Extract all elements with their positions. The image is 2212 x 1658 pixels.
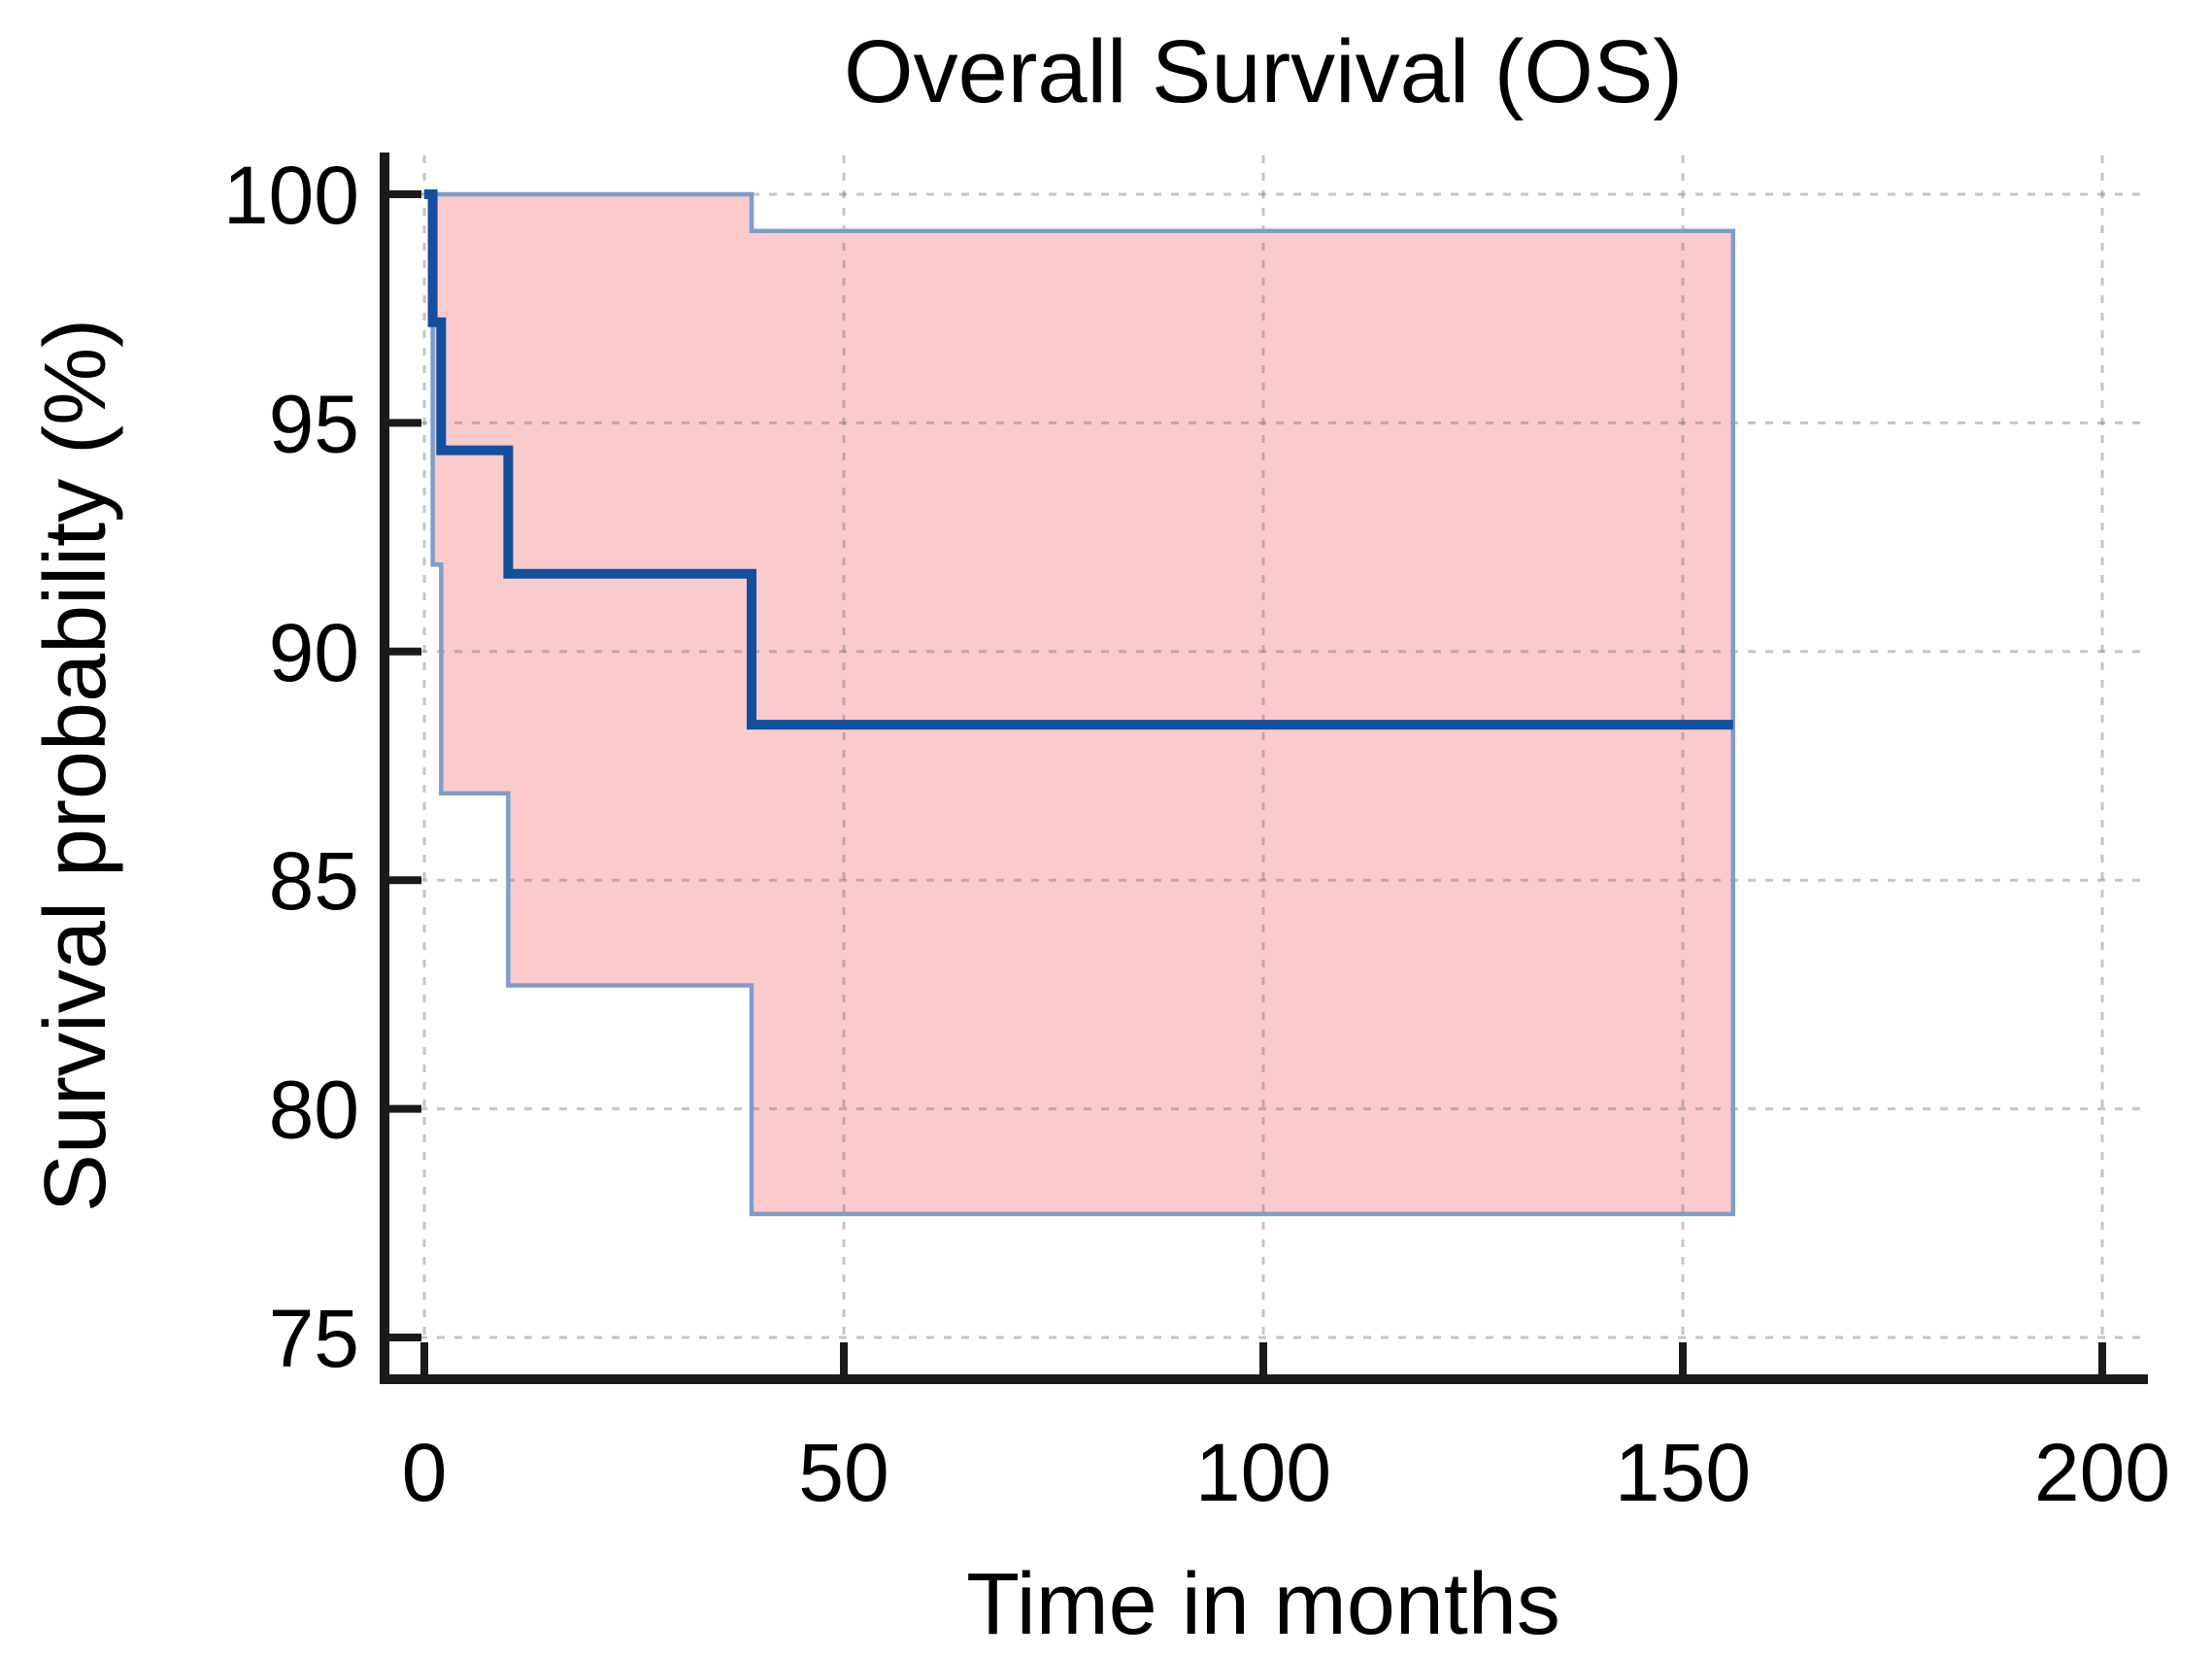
tick-labels-layer: 75 80 85 90 95 100 0 50 100 150 200: [223, 150, 2170, 1518]
axes-layer: [380, 152, 2148, 1384]
y-tick-label: 75: [269, 1293, 359, 1384]
y-tick-label: 90: [269, 607, 359, 698]
y-tick-label: 100: [223, 150, 359, 241]
y-tick-label: 80: [269, 1065, 359, 1156]
x-axis-label: Time in months: [966, 1556, 1560, 1653]
survival-curve: [424, 189, 1733, 730]
confidence-band-layer: [432, 194, 1733, 1214]
chart-title: Overall Survival (OS): [844, 22, 1683, 121]
x-tick-label: 200: [2034, 1427, 2170, 1518]
grid-layer: [385, 155, 2148, 1374]
y-tick-label: 95: [269, 378, 359, 469]
x-tick-label: 150: [1615, 1427, 1751, 1518]
confidence-band: [432, 194, 1733, 1214]
survival-curve-layer: [424, 189, 1733, 730]
confidence-band-edge: [430, 191, 1736, 1217]
x-tick-label: 0: [402, 1427, 448, 1518]
confidence-edges-layer: [430, 191, 1736, 1217]
x-tick-label: 50: [798, 1427, 888, 1518]
x-tick-label: 100: [1195, 1427, 1331, 1518]
y-tick-label: 85: [269, 835, 359, 927]
y-axis-spine: [380, 152, 389, 1384]
y-axis-label: Survival probability (%): [27, 319, 124, 1212]
